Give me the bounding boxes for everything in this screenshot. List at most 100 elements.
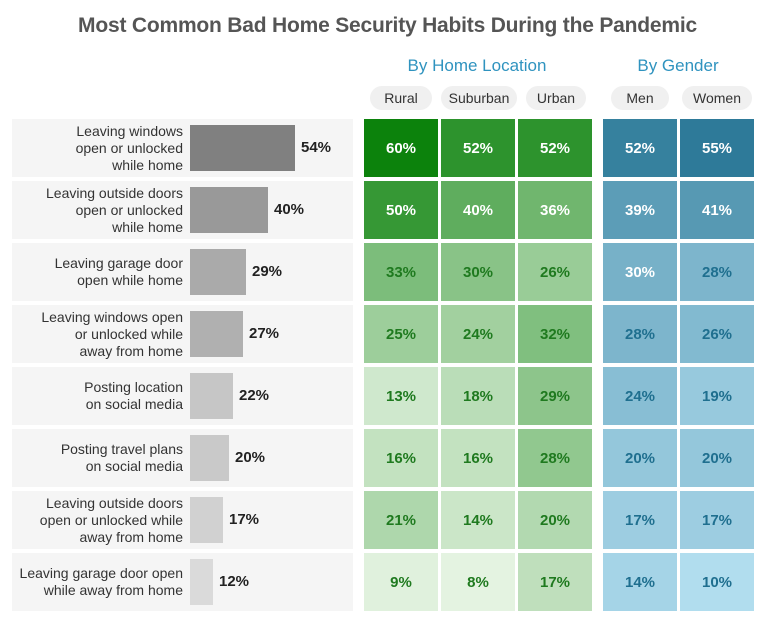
heatmap-cell: 30% — [603, 243, 677, 301]
bar — [190, 311, 243, 357]
bar-value-label: 29% — [252, 263, 283, 280]
bar-value-label: 12% — [219, 573, 250, 590]
category-label-line: open or unlocked while — [39, 511, 183, 528]
heatmap-cell: 52% — [518, 119, 592, 177]
category-label-line: Leaving garage door open — [19, 565, 183, 581]
row-background — [12, 181, 353, 239]
category-label: Leaving garage door open while away from … — [0, 553, 183, 611]
heatmap-cell: 25% — [364, 305, 438, 363]
row-background — [12, 367, 353, 425]
bar — [190, 125, 295, 171]
category-label-line: Leaving outside doors — [46, 184, 183, 201]
heatmap-cell: 24% — [441, 305, 515, 363]
bar-value-label: 27% — [249, 325, 280, 342]
category-label: Posting location on social media — [0, 367, 183, 425]
category-label-line: while home — [112, 218, 183, 235]
heatmap-cell: 14% — [603, 553, 677, 611]
heatmap-cell: 19% — [680, 367, 754, 425]
category-label-line: away from home — [79, 528, 183, 545]
category-label: Leaving garage door open while home — [0, 243, 183, 301]
heatmap-cell: 36% — [518, 181, 592, 239]
chart-title: Most Common Bad Home Security Habits Dur… — [78, 14, 697, 37]
heatmap-cell: 60% — [364, 119, 438, 177]
category-label: Posting travel plans on social media — [0, 429, 183, 487]
category-label: Leaving windows open or unlocked while hom… — [0, 119, 183, 177]
heatmap-cell: 17% — [680, 491, 754, 549]
row-background — [12, 553, 353, 611]
bar-value-label: 22% — [239, 387, 270, 404]
row-background — [12, 305, 353, 363]
bar-value-label: 17% — [229, 511, 260, 528]
category-label-line: while home — [112, 156, 183, 173]
heatmap-cell: 8% — [441, 553, 515, 611]
heatmap-cell: 18% — [441, 367, 515, 425]
heatmap-cell: 55% — [680, 119, 754, 177]
heatmap-cell: 20% — [518, 491, 592, 549]
category-label-line: Leaving windows — [76, 122, 183, 139]
row-background — [12, 243, 353, 301]
bar — [190, 187, 268, 233]
heatmap-cell: 17% — [603, 491, 677, 549]
heatmap-cell: 40% — [441, 181, 515, 239]
category-label-line: or unlocked while — [74, 325, 183, 342]
bar-value-label: 20% — [235, 449, 266, 466]
category-label-line: Leaving windows open — [41, 308, 183, 325]
heatmap-cell: 39% — [603, 181, 677, 239]
category-label-line: while away from home — [43, 582, 183, 598]
category-label-line: Posting location — [84, 379, 183, 395]
bar — [190, 373, 233, 419]
heatmap-cell: 20% — [680, 429, 754, 487]
heatmap-cell: 52% — [603, 119, 677, 177]
group-title-gender: By Gender — [637, 56, 719, 75]
bar-value-label: 54% — [301, 139, 332, 156]
category-label: Leaving outside doors open or unlocked wh… — [0, 491, 183, 549]
column-label-suburban: Suburban — [441, 86, 517, 110]
heatmap-cell: 24% — [603, 367, 677, 425]
heatmap-cell: 28% — [603, 305, 677, 363]
heatmap-cell: 16% — [364, 429, 438, 487]
heatmap-cell: 29% — [518, 367, 592, 425]
heatmap-cell: 10% — [680, 553, 754, 611]
heatmap-cell: 9% — [364, 553, 438, 611]
heatmap-cell: 17% — [518, 553, 592, 611]
category-label-line: Leaving outside doors — [46, 494, 183, 511]
bar — [190, 559, 213, 605]
group-title-location: By Home Location — [407, 56, 547, 75]
column-label-men: Men — [611, 86, 669, 110]
heatmap-cell: 32% — [518, 305, 592, 363]
row-background — [12, 429, 353, 487]
category-label: Leaving outside doors open or unlocked whi… — [0, 181, 183, 239]
category-label-line: open or unlocked — [75, 201, 183, 218]
heatmap-cell: 21% — [364, 491, 438, 549]
heatmap-cell: 26% — [518, 243, 592, 301]
heatmap-cell: 30% — [441, 243, 515, 301]
row-background — [12, 491, 353, 549]
heatmap-cell: 13% — [364, 367, 438, 425]
heatmap-cell: 16% — [441, 429, 515, 487]
heatmap-cell: 50% — [364, 181, 438, 239]
heatmap-cell: 14% — [441, 491, 515, 549]
heatmap-cell: 28% — [680, 243, 754, 301]
column-label-rural: Rural — [370, 86, 432, 110]
bar — [190, 497, 223, 543]
heatmap-cell: 20% — [603, 429, 677, 487]
row-background — [12, 119, 353, 177]
category-label-line: on social media — [85, 396, 183, 412]
heatmap-cell: 33% — [364, 243, 438, 301]
heatmap-cell: 26% — [680, 305, 754, 363]
column-label-urban: Urban — [526, 86, 586, 110]
category-label-line: Posting travel plans — [60, 441, 183, 457]
heatmap-cell: 28% — [518, 429, 592, 487]
category-label: Leaving windows open or unlocked while awa… — [0, 305, 183, 363]
bar — [190, 249, 246, 295]
heatmap-cell: 41% — [680, 181, 754, 239]
category-label-line: open or unlocked — [75, 139, 183, 156]
category-label-line: Leaving garage door — [54, 255, 183, 271]
bar-value-label: 40% — [274, 201, 305, 218]
category-label-line: on social media — [85, 458, 183, 474]
column-label-women: Women — [682, 86, 752, 110]
heatmap-cell: 52% — [441, 119, 515, 177]
bar — [190, 435, 229, 481]
category-label-line: open while home — [77, 272, 183, 288]
category-label-line: away from home — [79, 342, 183, 359]
